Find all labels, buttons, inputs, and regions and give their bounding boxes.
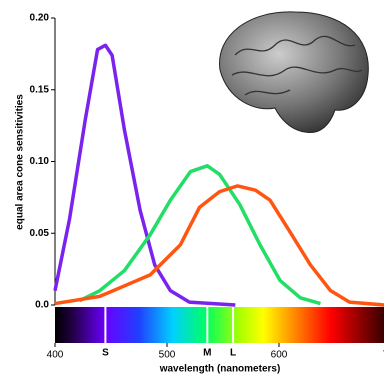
curve [78, 164, 321, 306]
y-tick-label: 0.05 [30, 228, 50, 239]
x-tick-label: 600 [271, 350, 288, 361]
y-tick-label: 0.0 [35, 300, 49, 311]
y-tick-label: 0.20 [30, 13, 50, 24]
spectrum-bar [55, 307, 384, 343]
y-axis-label: equal area cone sensitivities [15, 94, 26, 230]
x-tick-label: 400 [47, 350, 64, 361]
y-tick-label: 0.10 [30, 156, 50, 167]
brain-image [219, 11, 369, 134]
cone-label: L [230, 348, 236, 359]
x-tick-label: 700 [383, 350, 384, 361]
curve [53, 43, 236, 307]
y-tick-label: 0.15 [30, 84, 50, 95]
cone-label: M [203, 348, 211, 359]
x-tick-label: 500 [159, 350, 176, 361]
cone-label: S [102, 348, 109, 359]
curve [54, 184, 384, 307]
x-axis-label: wavelength (nanometers) [159, 364, 281, 375]
